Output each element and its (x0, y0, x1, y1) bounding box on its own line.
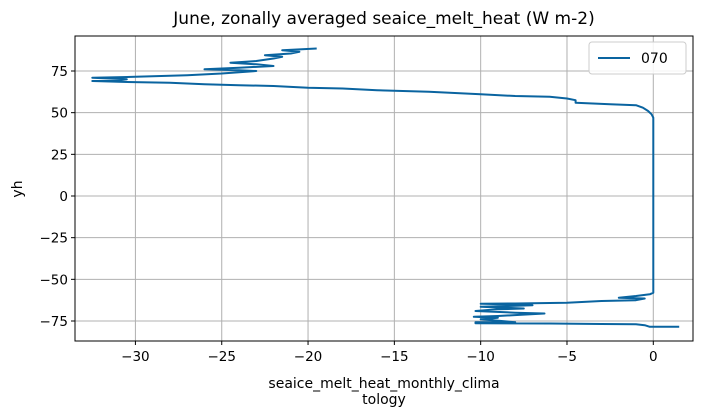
y-tick-label: 0 (59, 189, 68, 205)
legend-box (588, 41, 687, 75)
x-tick-label: −5 (557, 349, 577, 365)
y-tick-label: 25 (51, 147, 68, 163)
x-axis-label-line-2: tology (362, 392, 406, 408)
y-tick-label: −25 (40, 231, 69, 247)
series-line-070 (91, 47, 680, 328)
y-tick-label: −50 (40, 272, 69, 288)
x-tick-label: −25 (207, 349, 236, 365)
y-tick-label: 75 (51, 64, 68, 80)
x-tick-label: 0 (649, 349, 658, 365)
x-tick-label: −30 (121, 349, 150, 365)
legend: 070 (588, 41, 687, 75)
legend-label: 070 (641, 51, 668, 67)
series-layer (91, 47, 680, 328)
x-tick-label: −15 (380, 349, 409, 365)
chart-title: June, zonally averaged seaice_melt_heat … (172, 9, 594, 29)
y-tick-label: −75 (40, 314, 69, 330)
x-axis-label-line-1: seaice_melt_heat_monthly_clima (268, 376, 499, 392)
x-tick-label: −20 (294, 349, 323, 365)
x-tick-label: −10 (466, 349, 495, 365)
y-tick-label: 50 (51, 106, 68, 122)
y-axis-label: yh (10, 180, 26, 197)
plot-frame (74, 35, 694, 342)
